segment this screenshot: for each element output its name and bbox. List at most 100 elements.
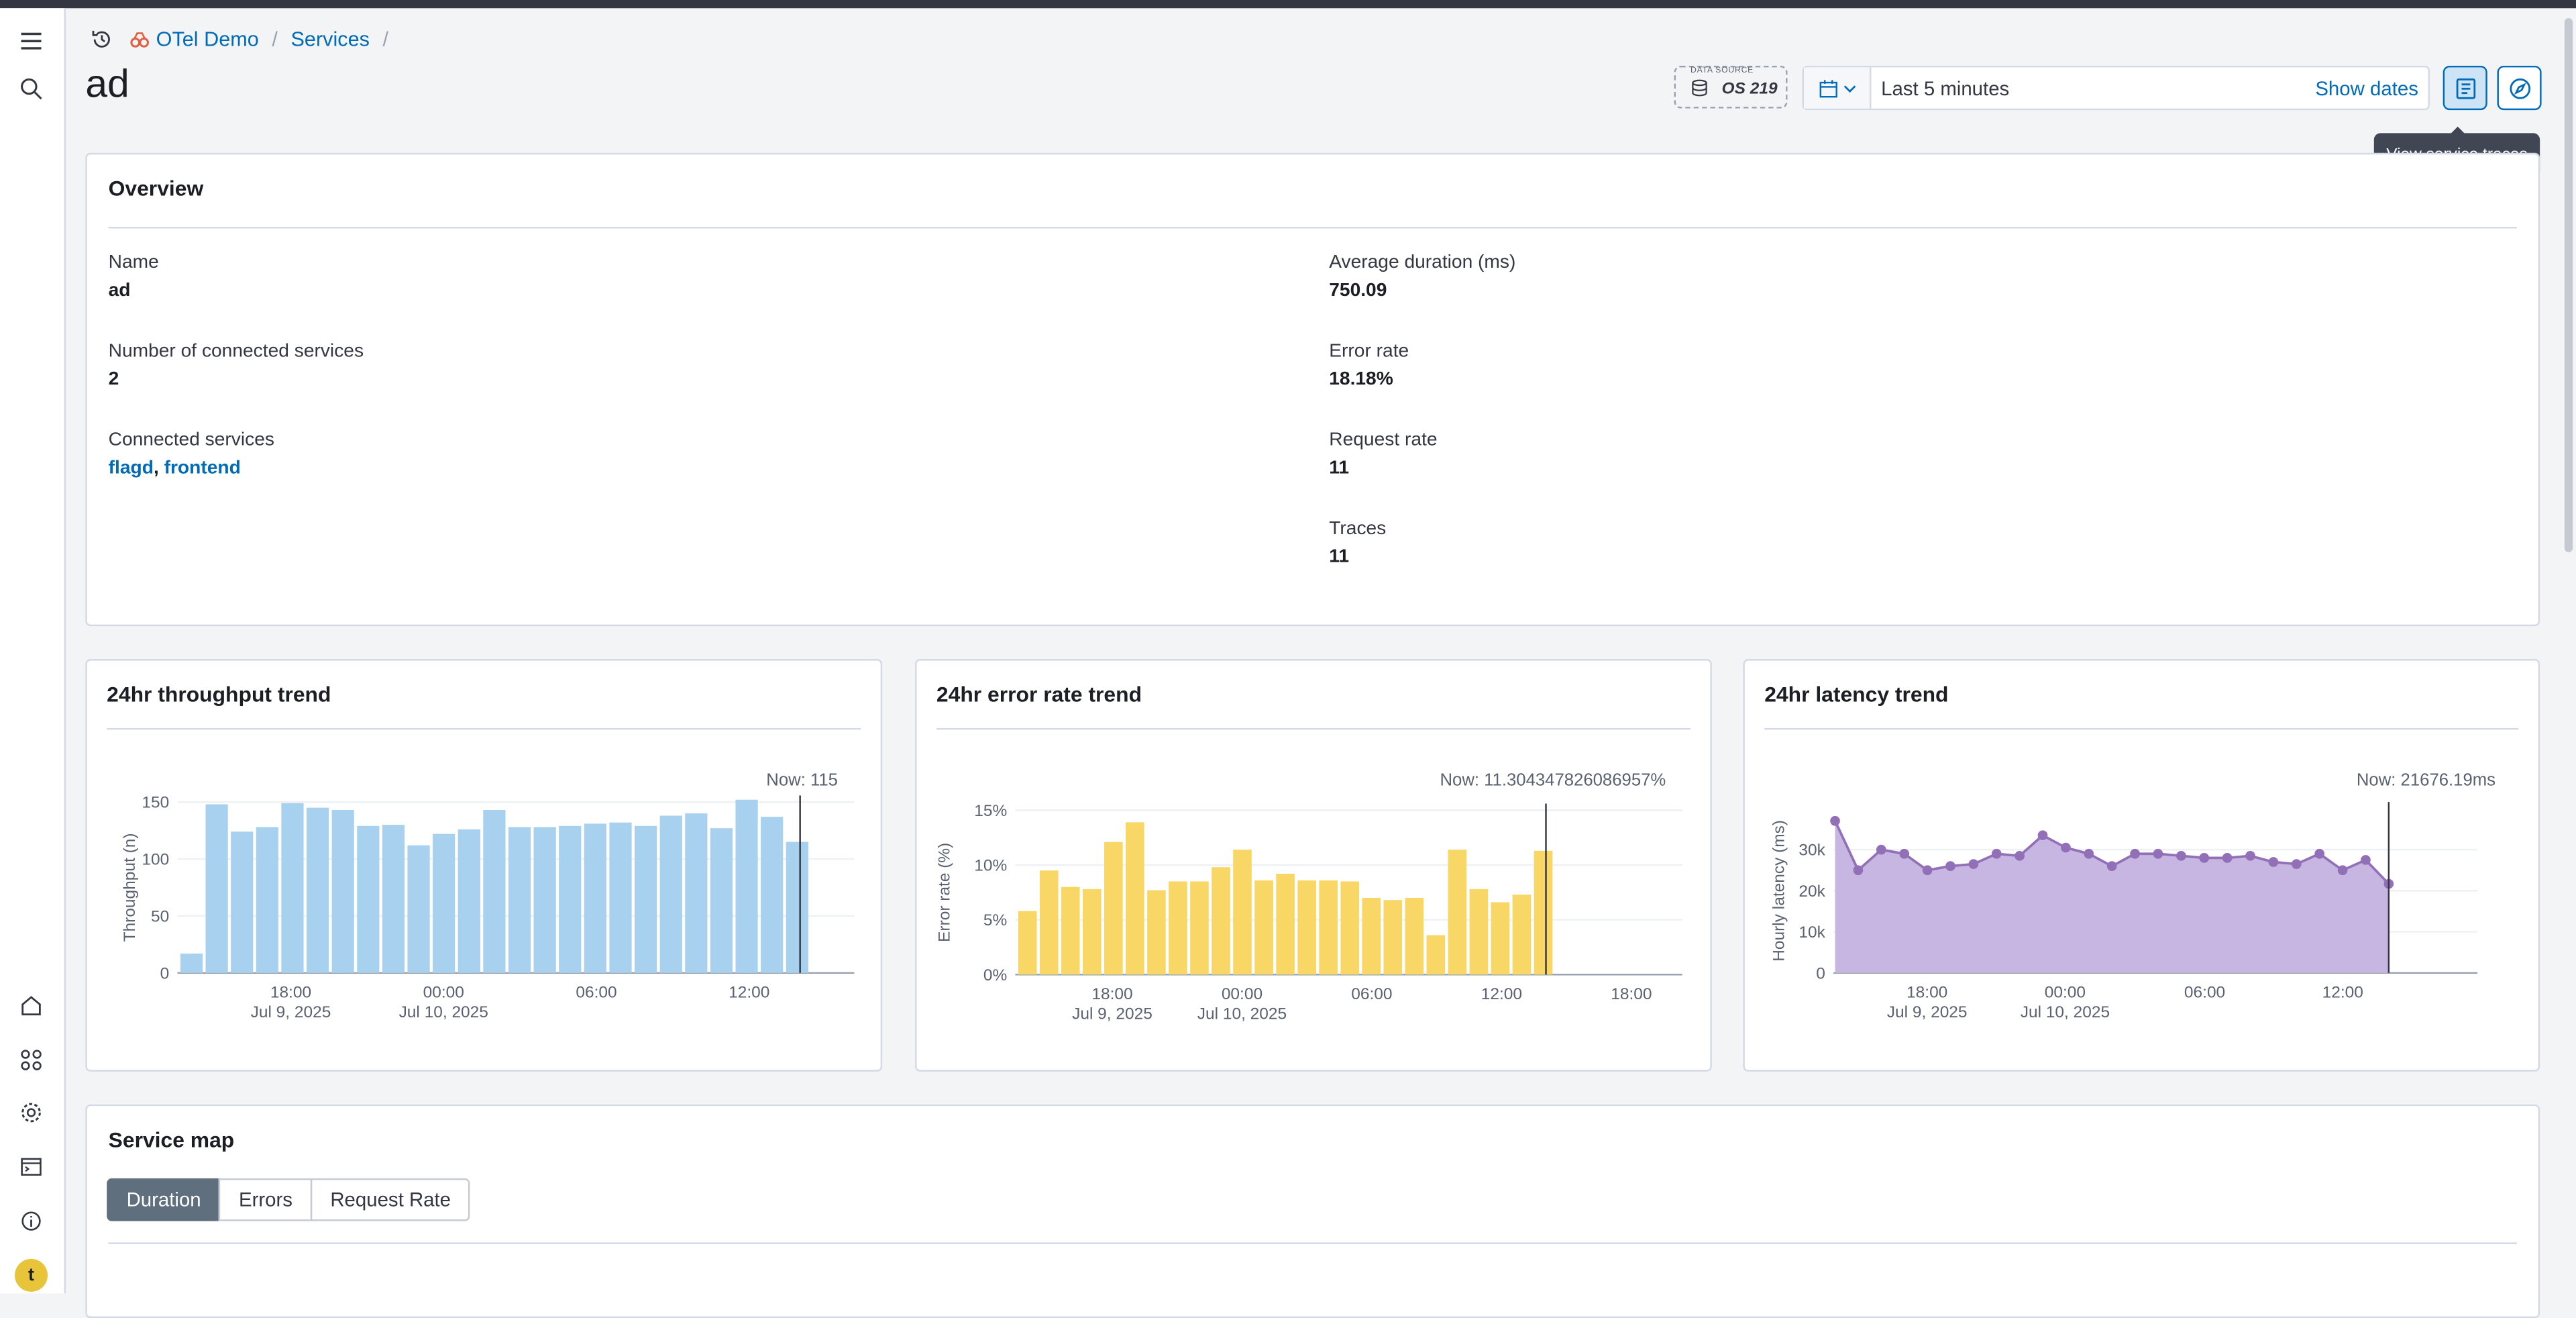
latency-point xyxy=(2245,850,2255,861)
latency-point xyxy=(1830,815,1840,826)
chart-bar xyxy=(761,817,784,973)
tab-request-rate[interactable]: Request Rate xyxy=(310,1178,471,1221)
chart-bar xyxy=(685,813,708,973)
tab-duration[interactable]: Duration xyxy=(107,1178,221,1221)
search-icon[interactable] xyxy=(15,72,48,105)
request-rate-label: Request rate xyxy=(1329,430,1438,451)
scrollbar-thumb[interactable] xyxy=(2564,17,2573,552)
chart-bar xyxy=(559,825,582,973)
avg-duration-label: Average duration (ms) xyxy=(1329,253,1516,273)
chart-bar xyxy=(1039,870,1059,975)
latency-trend-panel: 24hr latency trend 0 10k 20k 30k Hourly late… xyxy=(1743,659,2540,1072)
chart-bar xyxy=(1512,895,1532,975)
quick-menu-button[interactable] xyxy=(1804,67,1872,109)
show-dates-button[interactable]: Show dates xyxy=(2315,77,2418,101)
tab-errors[interactable]: Errors xyxy=(219,1178,313,1221)
connected-services-label: Connected services xyxy=(108,430,274,451)
x-tick-date-label: Jul 9, 2025 xyxy=(1887,1003,1968,1021)
y-tick-label: 50 xyxy=(151,907,169,925)
info-icon[interactable] xyxy=(15,1205,48,1237)
chart-bar xyxy=(1362,897,1381,975)
discover-button[interactable] xyxy=(2497,65,2542,111)
gear-icon[interactable] xyxy=(15,1096,48,1129)
chart-bar xyxy=(508,827,531,973)
latency-point xyxy=(1853,865,1864,876)
latency-point xyxy=(2176,850,2186,861)
divider xyxy=(108,226,2517,229)
service-link-flagd[interactable]: flagd xyxy=(108,458,154,478)
database-icon xyxy=(1692,79,1707,97)
chart-bar xyxy=(1340,881,1360,975)
latency-point xyxy=(2015,850,2025,861)
list-separator: , xyxy=(153,458,164,478)
chart-bar xyxy=(1534,850,1553,975)
chart-bar xyxy=(1190,881,1209,975)
user-avatar[interactable]: t xyxy=(15,1258,48,1292)
menu-icon[interactable] xyxy=(15,25,48,58)
divider xyxy=(107,727,861,730)
overview-panel: Overview Name ad Number of connected ser… xyxy=(85,152,2540,627)
latency-point xyxy=(1968,859,1979,869)
connected-services-list: flagd, frontend xyxy=(109,458,241,478)
top-header-bar xyxy=(0,0,2576,9)
latency-point xyxy=(2153,848,2163,859)
throughput-trend-panel: 24hr throughput trend 0 50 100 150 Throughpu… xyxy=(85,659,884,1072)
y-axis-label: Throughput (n) xyxy=(121,833,139,942)
chart-bar xyxy=(1147,890,1166,975)
connected-count-label: Number of connected services xyxy=(108,342,364,362)
scrollbar[interactable] xyxy=(2561,8,2576,1293)
data-source-selector[interactable]: DATA SOURCE OS 219 xyxy=(1674,65,1788,109)
traces-icon xyxy=(2455,77,2475,99)
chart-bar xyxy=(1104,842,1123,975)
history-icon[interactable] xyxy=(91,28,113,51)
x-tick-label: 18:00 xyxy=(270,984,311,1002)
chart-bar xyxy=(256,827,278,973)
latency-point xyxy=(1991,848,2002,859)
view-service-traces-button[interactable] xyxy=(2443,65,2487,111)
chart-bar xyxy=(1469,889,1489,975)
chart-bar xyxy=(407,845,430,973)
x-tick-label: 06:00 xyxy=(1351,985,1392,1003)
latency-point xyxy=(1899,848,1910,859)
y-tick-label: 0 xyxy=(160,964,170,982)
latency-point xyxy=(2222,853,2233,863)
overview-title: Overview xyxy=(108,176,204,201)
x-tick-label: 00:00 xyxy=(2045,984,2086,1002)
time-range-label[interactable]: Last 5 minutes xyxy=(1881,77,2010,101)
chart-bar xyxy=(533,827,556,973)
x-tick-label: 06:00 xyxy=(576,984,616,1002)
x-tick-label: 06:00 xyxy=(2184,984,2225,1002)
service-link-frontend[interactable]: frontend xyxy=(164,458,241,478)
x-tick-label: 00:00 xyxy=(1222,985,1263,1003)
traces-value: 11 xyxy=(1329,547,1350,567)
console-icon[interactable] xyxy=(15,1150,48,1183)
chart-bar xyxy=(1212,867,1230,975)
y-tick-label: 20k xyxy=(1799,882,1825,901)
latency-point xyxy=(2268,857,2279,867)
data-source-value: OS 219 xyxy=(1721,81,1778,99)
traces-label: Traces xyxy=(1329,519,1387,540)
binoculars-icon xyxy=(130,32,149,48)
chart-bar xyxy=(1233,850,1252,975)
chart-bar xyxy=(1082,889,1102,975)
service-map-panel: Service map xyxy=(85,1104,2540,1318)
latency-point xyxy=(2337,865,2348,876)
error-rate-chart[interactable]: 0% 5% 10% 15% Error rate (%) 18:00 Jul 9, 2025… xyxy=(917,743,1714,1064)
divider xyxy=(936,727,1691,730)
latency-point xyxy=(1876,844,1886,855)
home-icon[interactable] xyxy=(15,989,48,1022)
compass-icon xyxy=(2509,77,2530,99)
y-tick-label: 15% xyxy=(974,802,1007,820)
chart-bar xyxy=(1018,911,1037,975)
breadcrumb-otel-demo[interactable]: OTel Demo xyxy=(156,28,259,51)
latency-point xyxy=(2106,861,2117,871)
request-rate-value: 11 xyxy=(1329,458,1350,478)
chevron-down-icon xyxy=(1843,85,1856,92)
latency-point xyxy=(2291,859,2302,869)
y-tick-label: 150 xyxy=(142,794,169,812)
chart-bar xyxy=(1254,880,1273,975)
apps-icon[interactable] xyxy=(15,1044,48,1076)
breadcrumb-services[interactable]: Services xyxy=(290,28,370,51)
